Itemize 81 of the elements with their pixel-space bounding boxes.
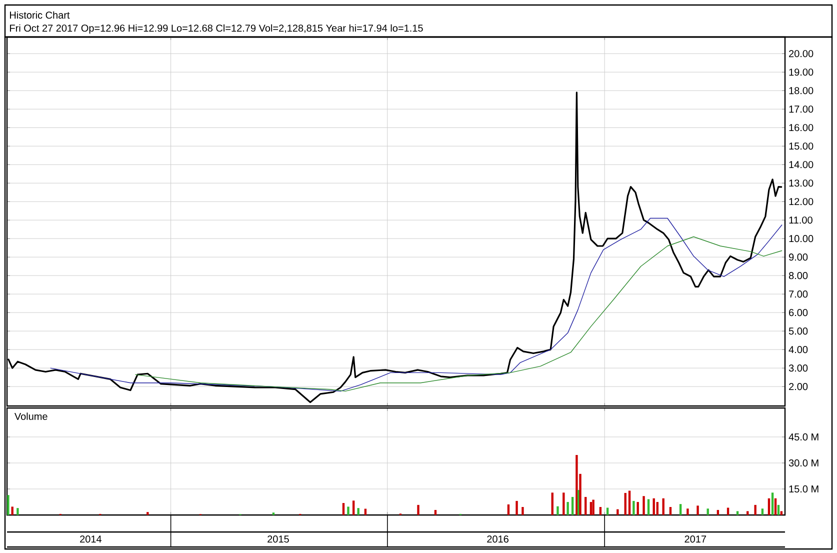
bar	[7, 495, 10, 515]
bar	[16, 508, 19, 515]
y-tick-label: 3.00	[788, 364, 808, 372]
bar	[716, 510, 720, 515]
x-tick-label: 2015	[268, 536, 289, 543]
x-tick-label: 2017	[684, 536, 706, 543]
bar	[754, 504, 756, 515]
line-series	[134, 236, 782, 392]
bar	[706, 508, 709, 515]
y-tick-label: 15.00	[789, 142, 814, 150]
bar	[780, 511, 783, 515]
bar	[642, 496, 645, 515]
y-tick-label: 19.00	[789, 68, 814, 76]
bar	[628, 490, 631, 515]
y-tick-label: 7.00	[789, 290, 808, 298]
bar	[584, 496, 587, 515]
bar	[761, 508, 764, 515]
bar	[746, 511, 749, 515]
bar	[669, 507, 672, 515]
y-tick-label: 14.00	[789, 161, 814, 168]
y-tick-label: 20.00	[789, 50, 814, 58]
bar	[616, 509, 619, 515]
bar	[647, 499, 650, 515]
x-tick-label: 2016	[487, 536, 508, 543]
y-tick-label: 10.00	[789, 235, 814, 242]
y-tick-label: 13.00	[789, 180, 814, 187]
bar	[516, 500, 518, 515]
bar	[551, 492, 554, 515]
bar	[364, 508, 367, 515]
chart-subtitle: Fri Oct 27 2017 Op=12.96 Hi=12.99 Lo=12.68 Cl=12.79 Vol=2,128,815 Year hi=17.94 lo=1.15	[10, 24, 423, 34]
y-tick-label: 15.0 M	[789, 485, 818, 493]
bar	[726, 508, 730, 515]
bar	[11, 506, 14, 515]
y-tick-label: 2.00	[789, 383, 808, 390]
y-tick-label: 9.00	[789, 254, 808, 261]
bar	[636, 502, 639, 515]
y-tick-label: 6.00	[789, 309, 808, 316]
bar	[736, 511, 739, 515]
bar	[771, 492, 774, 515]
bar	[686, 508, 689, 515]
bar	[606, 508, 609, 515]
chart-title: Volume	[14, 412, 48, 420]
bar	[624, 492, 626, 515]
bar	[146, 512, 149, 515]
y-tick-label: 4.00	[788, 346, 808, 354]
bar	[590, 502, 592, 515]
bar	[768, 498, 770, 515]
bar	[662, 498, 664, 515]
y-tick-label: 45.0 M	[788, 433, 818, 440]
bar	[599, 507, 602, 515]
bar	[679, 504, 682, 515]
y-tick-label: 12.00	[789, 198, 814, 206]
bar	[696, 506, 699, 515]
bar	[417, 504, 420, 515]
bar	[556, 506, 559, 515]
bar	[592, 500, 594, 515]
bar	[507, 504, 510, 515]
bar	[347, 506, 350, 515]
bar	[357, 508, 360, 515]
bar	[352, 500, 355, 515]
bar	[522, 507, 524, 515]
bar	[632, 500, 635, 515]
x-tick-label: 2014	[80, 536, 102, 543]
bar	[656, 502, 659, 515]
bar	[774, 498, 777, 515]
bar	[777, 504, 780, 515]
bar	[434, 510, 437, 515]
y-tick-label: 30.0 M	[788, 459, 818, 466]
y-tick-label: 11.00	[789, 216, 812, 224]
bar	[562, 492, 565, 515]
chart-title: Historic Chart	[10, 11, 70, 19]
bar	[566, 502, 569, 515]
y-tick-label: 8.00	[788, 272, 808, 280]
y-tick-label: 18.00	[789, 87, 814, 94]
bar	[652, 498, 655, 515]
bar	[571, 496, 574, 515]
y-tick-label: 17.00	[789, 106, 814, 113]
y-tick-label: 16.00	[789, 124, 814, 132]
bar	[576, 454, 578, 515]
y-tick-label: 5.00	[788, 328, 808, 335]
bar	[342, 503, 345, 515]
